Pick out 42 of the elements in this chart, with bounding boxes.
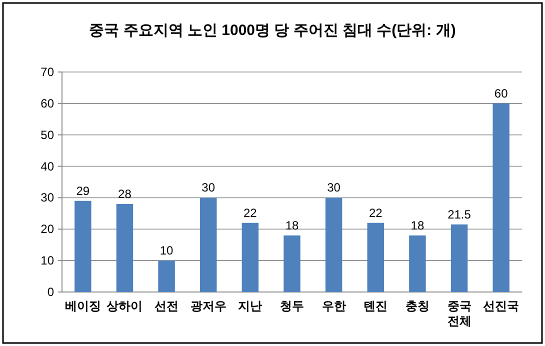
y-tick-label: 10 xyxy=(40,254,54,268)
bar xyxy=(367,222,384,292)
bar xyxy=(450,224,468,292)
y-tick-label: 40 xyxy=(40,159,54,174)
x-tick-label: 우한 xyxy=(322,299,346,313)
bar xyxy=(325,198,342,292)
y-tick-label: 60 xyxy=(40,96,54,110)
data-label: 28 xyxy=(118,187,132,201)
x-tick-label: 중국 전체 xyxy=(447,299,472,328)
bar xyxy=(242,222,259,292)
bar xyxy=(409,235,426,292)
data-label: 30 xyxy=(327,180,341,195)
data-label: 30 xyxy=(202,180,216,195)
data-label: 29 xyxy=(76,184,90,198)
x-tick-label: 톈진 xyxy=(364,299,388,313)
y-tick-label: 50 xyxy=(40,128,54,142)
x-tick-label: 선진국 xyxy=(483,299,520,313)
data-label: 18 xyxy=(410,218,424,232)
x-tick-label: 상하이 xyxy=(106,299,143,313)
x-tick-label: 청두 xyxy=(280,299,304,313)
chart-title: 중국 주요지역 노인 1000명 당 주어진 침대 수(단위: 개) xyxy=(89,22,456,39)
y-tick-label: 70 xyxy=(40,65,54,79)
x-tick-label: 선전 xyxy=(154,299,179,313)
y-tick-label: 20 xyxy=(40,222,54,236)
data-label: 22 xyxy=(368,206,383,220)
bar xyxy=(492,103,510,292)
x-tick-label: 베이징 xyxy=(64,299,101,313)
data-label: 18 xyxy=(285,218,299,232)
data-label: 21.5 xyxy=(448,207,472,222)
x-tick-label: 충칭 xyxy=(405,299,430,313)
bar xyxy=(116,204,134,292)
y-tick-label: 30 xyxy=(40,190,54,205)
x-tick-label: 광저우 xyxy=(190,299,226,313)
bar xyxy=(284,235,300,292)
bar xyxy=(74,200,92,292)
bar xyxy=(200,198,217,292)
data-label: 60 xyxy=(494,86,508,100)
data-label: 22 xyxy=(244,206,258,220)
bar xyxy=(158,260,175,292)
data-label: 10 xyxy=(160,244,174,258)
y-tick-label: 0 xyxy=(47,285,54,299)
x-tick-label: 지난 xyxy=(238,299,262,313)
